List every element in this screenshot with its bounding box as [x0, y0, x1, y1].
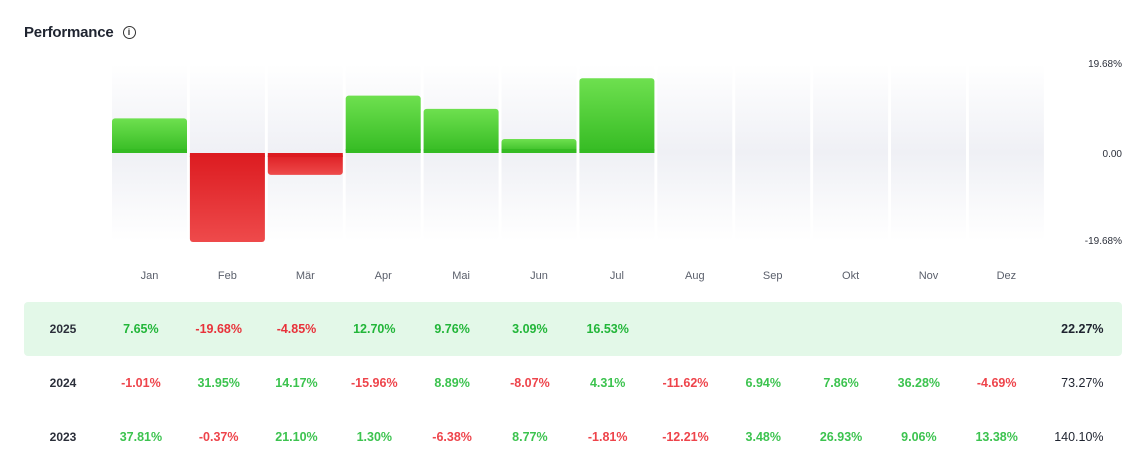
year-label: 2025 — [49, 322, 77, 336]
y-tick-label: 19.68% — [1088, 59, 1122, 70]
month-value: 6.94% — [745, 376, 781, 390]
bar-base-feb — [189, 153, 265, 157]
month-value: 8.77% — [512, 430, 548, 444]
year-total: 140.10% — [1054, 430, 1104, 444]
month-value: 8.89% — [434, 376, 470, 390]
page-title: Performance — [24, 24, 114, 41]
month-value: 13.38% — [975, 430, 1018, 444]
year-label: 2024 — [49, 376, 77, 390]
month-value: 37.81% — [119, 430, 163, 444]
month-value: 4.31% — [589, 376, 626, 390]
bar-jul[interactable] — [579, 78, 655, 153]
month-label: Dez — [997, 270, 1017, 282]
month-value: -1.01% — [121, 376, 161, 390]
performance-chart: Jan Feb Mär Apr Mai Jun Jul Aug Sep Okt Nov Dez 19.… — [112, 59, 1123, 282]
bar-feb[interactable] — [189, 153, 265, 242]
bar-base-apr — [345, 149, 421, 153]
y-tick-label: 0.00 — [1103, 149, 1123, 160]
month-value: -4.69% — [976, 376, 1017, 390]
year-total: 73.27% — [1061, 376, 1104, 390]
month-label: Sep — [763, 270, 783, 282]
month-value: 36.28% — [897, 376, 941, 390]
table-row: 2024 -1.01% 31.95% 14.17% -15.96% 8.89% -8.07%… — [24, 356, 1122, 410]
month-value: -11.62% — [662, 376, 709, 390]
year-label: 2023 — [49, 430, 77, 444]
month-value: 7.86% — [823, 376, 859, 390]
y-tick-label: -19.68% — [1085, 236, 1122, 247]
month-value: 9.06% — [901, 430, 937, 444]
month-label: Jul — [610, 270, 624, 282]
bar-track — [968, 64, 1044, 241]
month-value: 3.09% — [512, 322, 548, 336]
month-value: 16.53% — [586, 322, 629, 336]
month-value: -12.21% — [662, 430, 709, 444]
bar-track — [657, 64, 733, 241]
performance-header: Performance i — [24, 24, 136, 41]
month-value: -1.81% — [587, 430, 628, 444]
bar-mär[interactable] — [267, 153, 343, 175]
info-icon[interactable]: i — [122, 26, 136, 39]
month-value: -8.07% — [510, 376, 550, 390]
year-total: 22.27% — [1061, 322, 1104, 336]
bar-track — [813, 64, 889, 241]
month-label: Nov — [919, 270, 939, 282]
month-value: 14.17% — [275, 376, 318, 390]
bar-track — [891, 64, 966, 241]
month-label: Aug — [685, 270, 705, 282]
month-value: 21.10% — [275, 430, 318, 444]
bar-apr[interactable] — [345, 95, 421, 153]
month-label: Mai — [452, 270, 470, 282]
month-value: 7.65% — [123, 322, 159, 336]
bar-track — [267, 64, 343, 241]
month-value: -4.85% — [276, 322, 317, 336]
table-row: 2023 37.81% -0.37% 21.10% 1.30% -6.38% 8.77% -1… — [24, 410, 1122, 464]
bar-track — [735, 64, 811, 241]
month-value: 1.30% — [356, 430, 393, 444]
month-label: Jan — [141, 270, 159, 282]
table-row: 2025 7.65% -19.68% -4.85% 12.70% 9.76% 3.09% 16… — [24, 302, 1122, 356]
month-value: 3.48% — [745, 430, 781, 444]
performance-table: 2025 7.65% -19.68% -4.85% 12.70% 9.76% 3.09% 16… — [24, 302, 1122, 464]
month-value: -15.96% — [351, 376, 398, 390]
month-label: Feb — [218, 270, 237, 282]
month-value: -19.68% — [195, 322, 242, 336]
month-value: 9.76% — [434, 322, 470, 336]
month-value: 26.93% — [819, 430, 863, 444]
month-label: Apr — [375, 270, 392, 282]
month-value: -0.37% — [198, 430, 239, 444]
bar-mai[interactable] — [423, 108, 499, 153]
month-label: Jun — [530, 270, 548, 282]
month-value: 31.95% — [197, 376, 240, 390]
month-label: Mär — [296, 270, 315, 282]
bar-base-jul — [579, 149, 655, 153]
month-value: -6.38% — [432, 430, 472, 444]
bar-base-mai — [423, 149, 499, 153]
bar-base-jan — [112, 149, 187, 153]
bar-jan[interactable] — [112, 118, 187, 153]
bar-base-jun — [501, 149, 577, 153]
month-label: Okt — [842, 270, 859, 282]
month-value: 12.70% — [353, 322, 396, 336]
bar-base-mär — [267, 153, 343, 157]
